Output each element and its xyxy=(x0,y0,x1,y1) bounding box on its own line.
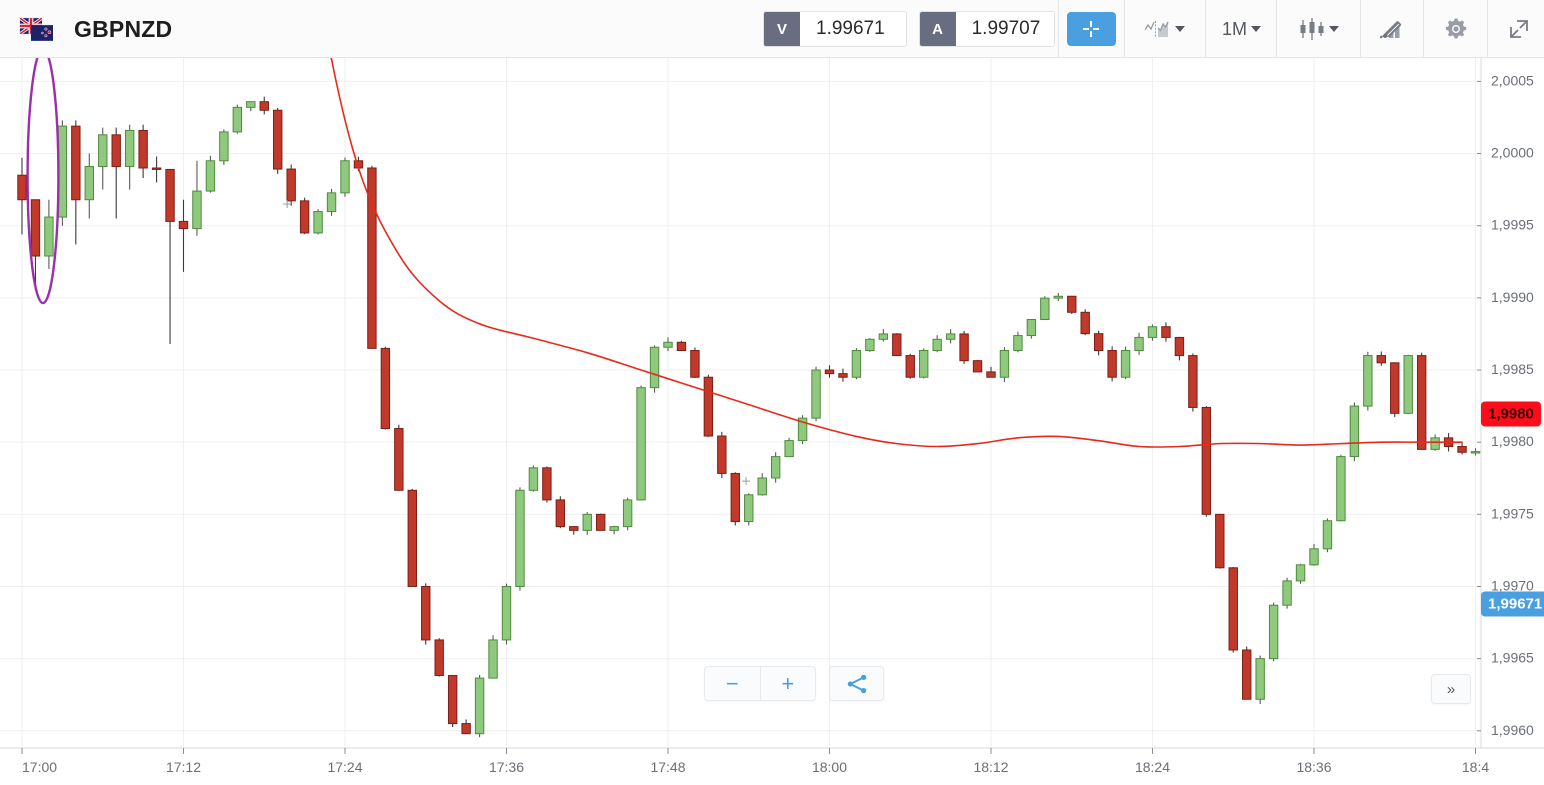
svg-text:1,9985: 1,9985 xyxy=(1491,361,1534,377)
svg-text:18:00: 18:00 xyxy=(812,759,847,775)
svg-text:2,0000: 2,0000 xyxy=(1491,145,1534,161)
svg-text:1,9995: 1,9995 xyxy=(1491,217,1534,233)
svg-text:18:24: 18:24 xyxy=(1135,759,1170,775)
svg-text:17:48: 17:48 xyxy=(650,759,685,775)
svg-text:17:00: 17:00 xyxy=(22,759,57,775)
svg-text:18:4: 18:4 xyxy=(1462,759,1489,775)
svg-text:1,9965: 1,9965 xyxy=(1491,650,1534,666)
svg-text:1,9990: 1,9990 xyxy=(1491,289,1534,305)
svg-text:18:36: 18:36 xyxy=(1296,759,1331,775)
svg-text:2,0005: 2,0005 xyxy=(1491,72,1534,88)
svg-text:18:12: 18:12 xyxy=(973,759,1008,775)
svg-text:1,9980: 1,9980 xyxy=(1491,433,1534,449)
svg-text:1,9960: 1,9960 xyxy=(1491,722,1534,738)
svg-text:17:12: 17:12 xyxy=(166,759,201,775)
svg-text:17:36: 17:36 xyxy=(489,759,524,775)
svg-text:17:24: 17:24 xyxy=(327,759,362,775)
svg-text:1,9975: 1,9975 xyxy=(1491,505,1534,521)
